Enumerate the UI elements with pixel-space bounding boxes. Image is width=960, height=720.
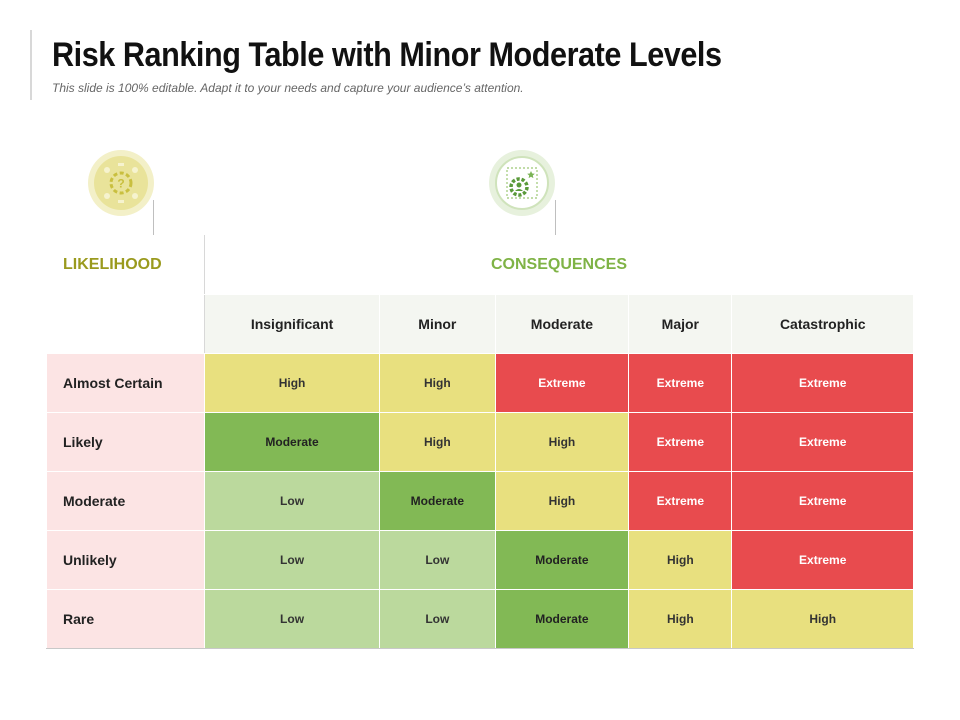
risk-cell: Low <box>203 471 381 531</box>
page-title: Risk Ranking Table with Minor Moderate L… <box>52 36 722 74</box>
risk-cell: High <box>203 353 381 413</box>
risk-cell: Extreme <box>494 353 630 413</box>
risk-ranking-table: LIKELIHOOD CONSEQUENCES Insignificant Mi… <box>46 235 914 649</box>
risk-cell: Extreme <box>731 353 914 413</box>
risk-cell: Moderate <box>494 589 630 649</box>
risk-cell: Extreme <box>628 412 733 472</box>
table-row: Rare Low Low Moderate High High <box>46 589 914 649</box>
risk-cell: Moderate <box>203 412 381 472</box>
question-gear-glyph: ? <box>104 163 138 203</box>
title-accent-bar <box>30 30 32 100</box>
consequences-header: CONSEQUENCES <box>204 235 914 295</box>
connector-line-left <box>153 200 154 235</box>
risk-cell: Low <box>379 530 496 590</box>
risk-cell: Extreme <box>628 471 733 531</box>
svg-text:?: ? <box>117 177 124 191</box>
table-row: Almost Certain High High Extreme Extreme… <box>46 353 914 413</box>
risk-cell: Extreme <box>731 412 914 472</box>
risk-cell: Low <box>203 589 381 649</box>
blank-corner-cell <box>46 294 205 354</box>
consequence-levels-row: Insignificant Minor Moderate Major Catas… <box>46 294 914 354</box>
likelihood-header: LIKELIHOOD <box>46 235 205 295</box>
risk-cell: Low <box>379 589 496 649</box>
user-gear-glyph <box>506 167 538 199</box>
likelihood-label: Moderate <box>46 471 205 531</box>
risk-cell: High <box>628 530 733 590</box>
risk-cell: Extreme <box>628 353 733 413</box>
table-row: Likely Moderate High High Extreme Extrem… <box>46 412 914 472</box>
risk-cell: High <box>628 589 733 649</box>
consequence-level: Major <box>628 294 733 354</box>
risk-cell: High <box>731 589 914 649</box>
risk-cell: Low <box>203 530 381 590</box>
page-subtitle: This slide is 100% editable. Adapt it to… <box>52 81 524 95</box>
risk-cell: Moderate <box>379 471 496 531</box>
risk-cell: High <box>494 471 630 531</box>
question-gear-icon: ? <box>88 150 154 216</box>
risk-cell: High <box>379 353 496 413</box>
likelihood-label: Likely <box>46 412 205 472</box>
risk-cell: Extreme <box>731 471 914 531</box>
risk-cell: High <box>379 412 496 472</box>
table-header-row: LIKELIHOOD CONSEQUENCES <box>46 235 914 295</box>
likelihood-label: Unlikely <box>46 530 205 590</box>
risk-cell: Moderate <box>494 530 630 590</box>
likelihood-label: Almost Certain <box>46 353 205 413</box>
table-row: Moderate Low Moderate High Extreme Extre… <box>46 471 914 531</box>
risk-cell: Extreme <box>731 530 914 590</box>
consequence-level: Moderate <box>494 294 630 354</box>
user-gear-icon <box>489 150 555 216</box>
consequence-level: Insignificant <box>203 294 381 354</box>
consequence-level: Catastrophic <box>731 294 914 354</box>
table-row: Unlikely Low Low Moderate High Extreme <box>46 530 914 590</box>
connector-line-right <box>555 200 556 235</box>
risk-cell: High <box>494 412 630 472</box>
consequence-level: Minor <box>379 294 496 354</box>
likelihood-label: Rare <box>46 589 205 649</box>
